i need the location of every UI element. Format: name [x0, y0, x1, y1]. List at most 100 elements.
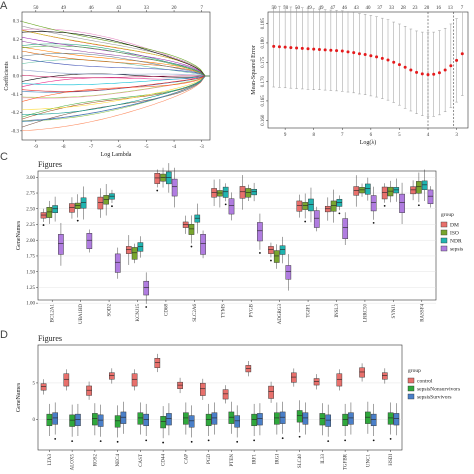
y-axis-title: Coefficients [3, 61, 10, 91]
outlier-point [207, 439, 210, 442]
x-tick-label: IRF1 [253, 454, 258, 465]
x-tick-label: CD68 [164, 304, 169, 316]
outlier-point [389, 438, 392, 440]
x-tick-label: IRGI [275, 454, 280, 465]
legend-swatch [407, 393, 415, 400]
panel-d-boxplot: Figures 0 5 GeneNames LTA3 ALOX5 ROS2 NEC4 CAST C… [16, 334, 460, 470]
box [166, 171, 172, 185]
x-tick-label: TGFBR [344, 453, 349, 470]
x-tick-label: NEC4 [116, 454, 121, 467]
box [97, 196, 104, 210]
box [154, 358, 161, 368]
box [342, 218, 349, 239]
x-tick-label: UNC1 [366, 454, 371, 468]
mse-point [312, 47, 316, 51]
y-tick-label: 2.75 [26, 192, 35, 197]
x-tick-label: 6 [370, 133, 373, 138]
x-tick-label: -8 [61, 145, 66, 150]
outlier-point [298, 435, 301, 438]
outlier-point [304, 220, 307, 223]
y-tick-label: 5 [33, 382, 36, 387]
x-tick-label: TYMS [221, 304, 226, 318]
box [302, 202, 308, 210]
coefficient-path [21, 75, 210, 93]
box [348, 412, 354, 425]
outlier-point [270, 259, 272, 262]
outlier-point [99, 440, 102, 443]
box [325, 414, 332, 427]
legend-swatch [440, 245, 448, 252]
x-tick-label: UBA1BD [79, 304, 84, 324]
coefficient-path [21, 75, 210, 98]
outlier-point [372, 439, 375, 442]
box [336, 198, 343, 207]
top-tick-label: 40 [366, 6, 372, 11]
legend-label: DM [450, 222, 459, 228]
box [114, 253, 121, 273]
outlier-point [145, 306, 148, 308]
box [302, 412, 309, 425]
box [222, 186, 229, 198]
box [296, 410, 303, 423]
x-tick-label: ALOX5 [71, 454, 76, 471]
y-tick-label: -0.1 [11, 93, 19, 98]
x-axis-title: Log Lambda [101, 152, 132, 158]
top-tick-label: 33 [389, 6, 395, 11]
coefficient-path [21, 46, 210, 77]
box [268, 246, 274, 254]
box [205, 413, 212, 427]
plot-frame [37, 344, 403, 451]
box [160, 416, 166, 429]
mse-point [317, 48, 321, 52]
outlier-point [281, 437, 284, 440]
box [296, 200, 303, 212]
mse-point [397, 63, 401, 67]
box [353, 186, 360, 196]
box [291, 372, 297, 383]
y-tick-label: 0.1 [13, 56, 20, 61]
x-tick-label: LTA3 [48, 454, 53, 466]
x-tick-label: LRRC50 [363, 304, 368, 323]
top-tick-label: 49 [61, 6, 67, 11]
box [370, 195, 377, 212]
box [92, 413, 98, 426]
top-tick-label: 7 [461, 6, 464, 11]
x-tick-label: 5 [398, 133, 401, 138]
box [313, 210, 320, 228]
box [427, 189, 434, 205]
box [114, 415, 121, 428]
legend-swatch [440, 221, 448, 228]
mse-point [392, 60, 396, 64]
box [234, 415, 240, 428]
outlier-point [253, 439, 256, 442]
y-tick-label: -0.2 [11, 111, 19, 116]
top-tick-label: 50 [295, 6, 301, 11]
top-tick-label: 47 [330, 6, 336, 11]
x-tick-label: -3 [200, 145, 205, 150]
chart-title: Figures [38, 334, 62, 343]
outlier-point [162, 441, 165, 444]
x-tick-label: SOD2 [108, 304, 113, 317]
top-tick-label: 13 [448, 6, 454, 11]
panel-letter-d: D [0, 329, 8, 341]
x-tick-label: BCL2A1 [51, 304, 56, 323]
top-tick-label: 50 [283, 6, 289, 11]
mse-point [295, 46, 299, 50]
box [222, 389, 229, 400]
box [245, 365, 252, 373]
box [46, 413, 53, 427]
x-tick-label: SYNJ1 [392, 304, 397, 319]
coefficient-path [21, 75, 210, 102]
panel-letter-c: C [0, 151, 8, 163]
y-tick-label: 0.185 [261, 17, 266, 29]
x-tick-label: ROS2 [93, 454, 98, 467]
y-tick-label: 0.165 [261, 95, 266, 107]
box [313, 378, 320, 386]
box [387, 186, 394, 197]
box [257, 413, 263, 426]
box [399, 193, 405, 213]
box [365, 183, 371, 195]
box [228, 198, 235, 215]
outlier-point [224, 203, 227, 206]
